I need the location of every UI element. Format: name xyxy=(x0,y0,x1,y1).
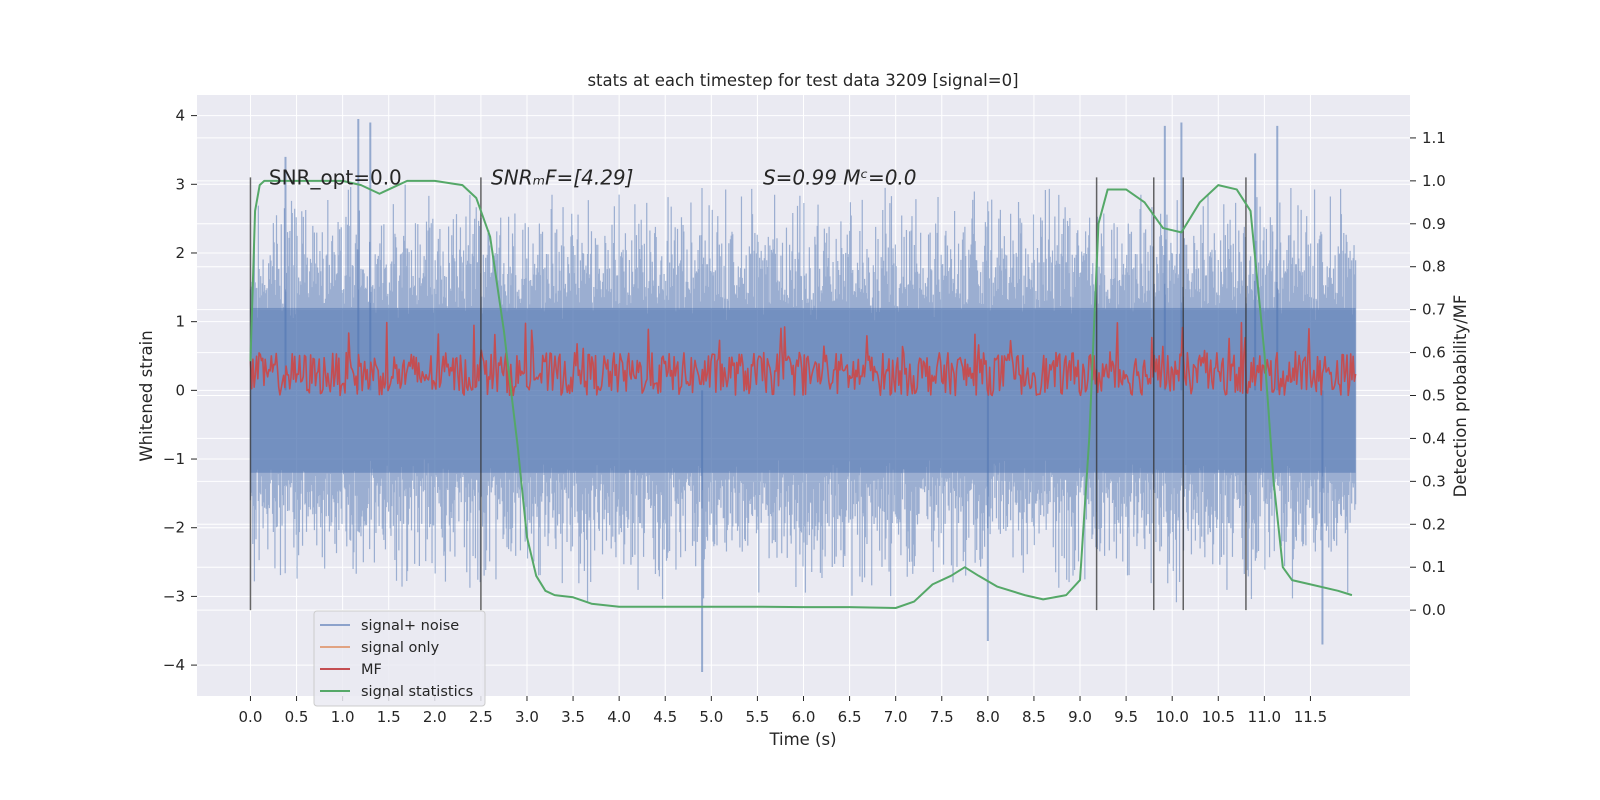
y2-tick-label: 1.1 xyxy=(1422,129,1446,147)
x-tick-label: 9.0 xyxy=(1068,708,1092,726)
x-axis-label: Time (s) xyxy=(768,730,836,749)
y2-tick-label: 0.5 xyxy=(1422,387,1446,405)
x-tick-label: 4.0 xyxy=(607,708,631,726)
x-tick-label: 11.5 xyxy=(1294,708,1327,726)
y2-tick-label: 0.9 xyxy=(1422,215,1446,233)
y-tick-label: 2 xyxy=(175,244,185,262)
chart-title: stats at each timestep for test data 320… xyxy=(587,71,1018,90)
x-tick-label: 8.0 xyxy=(976,708,1000,726)
vertical-markers xyxy=(249,177,1247,611)
x-tick-label: 8.5 xyxy=(1022,708,1046,726)
x-tick-label: 4.5 xyxy=(653,708,677,726)
annotation-text: SNRₘF=[4.29] xyxy=(491,165,633,189)
y2-tick-label: 0.1 xyxy=(1422,558,1446,576)
signal-noise-spikes xyxy=(284,119,1324,672)
signal-statistics-series xyxy=(249,179,1353,609)
x-tick-label: 1.5 xyxy=(377,708,401,726)
y2-axis-label: Detection probability/MF xyxy=(1451,295,1470,498)
y-tick-label: 0 xyxy=(175,381,185,399)
x-tick-label: 3.0 xyxy=(515,708,539,726)
y-tick-label: −1 xyxy=(163,450,185,468)
x-tick-label: 10.0 xyxy=(1155,708,1188,726)
x-tick-label: 7.5 xyxy=(930,708,954,726)
y2-tick-label: 0.6 xyxy=(1422,344,1446,362)
x-tick-label: 0.0 xyxy=(239,708,263,726)
x-tick-label: 5.5 xyxy=(745,708,769,726)
x-tick-label: 6.5 xyxy=(838,708,862,726)
x-tick-label: 2.5 xyxy=(469,708,493,726)
x-tick-label: 6.0 xyxy=(792,708,816,726)
x-tick-label: 2.0 xyxy=(423,708,447,726)
signal-statistics-line xyxy=(249,179,1353,609)
mf-series xyxy=(249,321,1357,397)
y2-tick-label: 0.7 xyxy=(1422,301,1446,319)
x-tick-label: 11.0 xyxy=(1248,708,1281,726)
annotation-text: SNR_opt=0.0 xyxy=(269,165,402,189)
y2-tick-label: 0.4 xyxy=(1422,429,1446,447)
legend-label: MF xyxy=(361,662,382,678)
y2-tick-label: 0.0 xyxy=(1422,601,1446,619)
annotation-text: S=0.99 Mᶜ=0.0 xyxy=(763,165,917,189)
y-tick-label: −3 xyxy=(163,587,185,605)
x-tick-label: 0.5 xyxy=(285,708,309,726)
x-tick-label: 3.5 xyxy=(561,708,585,726)
y-tick-label: 4 xyxy=(175,107,185,125)
y-tick-label: −4 xyxy=(163,656,185,674)
axes: 0.0 0.5 1.0 1.5 2.0 2.5 3.0 3.5 4.0 4.5 5.0 5.5 6.0 6… xyxy=(163,107,1446,726)
mf-line xyxy=(249,321,1357,397)
legend: signal+ noise signal only MF signal statist… xyxy=(313,610,486,707)
legend-box xyxy=(313,610,486,707)
y2-tick-label: 1.0 xyxy=(1422,172,1446,190)
y2-tick-label: 0.8 xyxy=(1422,258,1446,276)
y-tick-label: 1 xyxy=(175,313,185,331)
x-tick-label: 5.0 xyxy=(699,708,723,726)
legend-label: signal only xyxy=(361,640,440,656)
y2-tick-label: 0.2 xyxy=(1422,515,1446,533)
legend-label: signal+ noise xyxy=(361,618,459,634)
legend-label: signal statistics xyxy=(361,684,473,700)
x-tick-label: 9.5 xyxy=(1114,708,1138,726)
y2-tick-label: 0.3 xyxy=(1422,472,1446,490)
x-tick-label: 1.0 xyxy=(331,708,355,726)
y-tick-label: −2 xyxy=(163,519,185,537)
y-axis-label: Whitened strain xyxy=(137,330,156,461)
annotations: SNR_opt=0.0 SNRₘF=[4.29] S=0.99 Mᶜ=0.0 xyxy=(269,165,917,189)
x-tick-label: 7.0 xyxy=(884,708,908,726)
y-tick-label: 3 xyxy=(175,175,185,193)
x-tick-label: 10.5 xyxy=(1202,708,1235,726)
